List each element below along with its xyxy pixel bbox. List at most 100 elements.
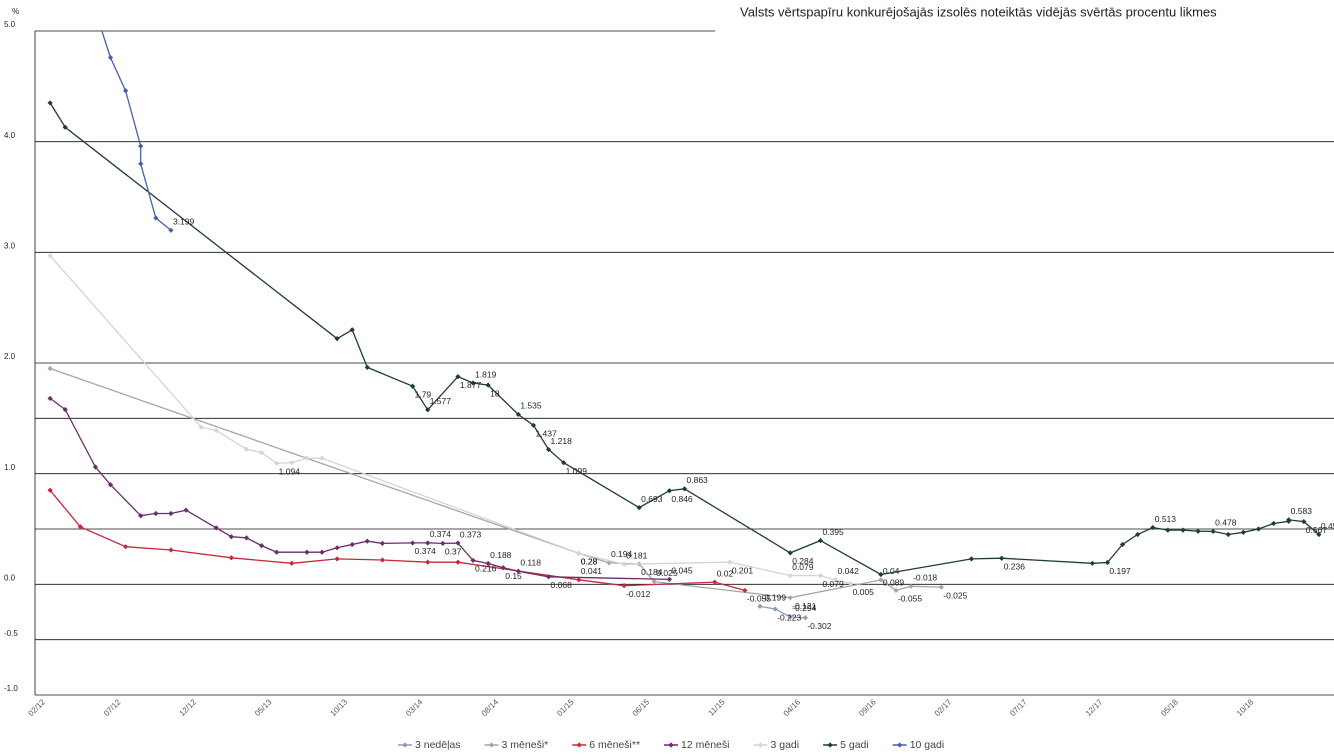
legend-marker	[402, 742, 408, 748]
point	[425, 559, 431, 565]
legend-marker	[897, 742, 903, 748]
legend-item: 3 gadi	[753, 739, 799, 751]
point	[545, 574, 552, 580]
value-label: 0.28	[581, 557, 598, 567]
point	[153, 510, 159, 517]
value-labels: -0.199-0.223-0.294-0.3020.280.1940.1840.…	[173, 217, 1334, 631]
point	[636, 505, 642, 511]
point	[274, 549, 280, 555]
point	[168, 510, 174, 517]
value-label: 0.04	[883, 566, 900, 576]
point	[228, 555, 234, 561]
point	[1255, 526, 1262, 532]
x-tick-label: 05/13	[253, 697, 274, 718]
point	[1316, 531, 1322, 538]
value-label: -0.055	[898, 594, 922, 604]
value-label: 0.28	[581, 557, 598, 567]
point	[938, 584, 944, 590]
value-label: -0.199	[762, 593, 786, 603]
grid: 5.0 4.0 3.0 2.0 1.0 0.0 -0.5 -1.0	[4, 20, 1334, 696]
point	[908, 583, 914, 589]
value-label: 1.094	[279, 467, 301, 477]
value-label: 0.693	[641, 494, 663, 504]
point	[334, 336, 340, 342]
value-label: 0.374	[430, 529, 452, 539]
x-ticks: 02/12 07/12 12/12 05/13 10/13 03/14 08/14 01/15…	[26, 697, 1255, 718]
point	[576, 550, 582, 556]
point	[440, 540, 446, 546]
value-label: -0.025	[943, 590, 967, 600]
point	[243, 535, 250, 541]
point	[1104, 559, 1111, 566]
point	[515, 411, 521, 418]
legend-label: 10 gadi	[910, 739, 944, 751]
value-label: 0.079	[822, 579, 844, 589]
point	[334, 545, 340, 551]
x-tick-label: 08/14	[480, 697, 501, 718]
point	[681, 486, 688, 492]
value-label: 0.216	[475, 564, 497, 574]
legend-label: 12 mēneši	[681, 739, 729, 751]
point	[138, 161, 144, 167]
point	[258, 543, 265, 549]
y-tick-label: 0.0	[4, 573, 16, 582]
point	[425, 540, 431, 546]
value-label: -0.302	[807, 621, 831, 631]
value-label: 0.846	[671, 494, 693, 504]
legend-marker	[827, 742, 833, 748]
point	[364, 364, 370, 371]
value-label: 1.819	[475, 369, 497, 379]
legend-item: 3 nedēļas	[398, 739, 461, 751]
y-tick-label: 4.0	[4, 131, 16, 140]
legend-label: 6 mēneši**	[589, 739, 640, 751]
value-label: 0.188	[490, 550, 512, 560]
x-tick-label: 07/17	[1008, 697, 1029, 718]
point	[1210, 528, 1216, 535]
point	[727, 559, 733, 565]
point	[123, 544, 129, 550]
point	[621, 561, 627, 567]
point	[1195, 528, 1201, 534]
value-label: 0.197	[1109, 566, 1131, 576]
point	[470, 557, 476, 564]
x-tick-label: 07/12	[102, 697, 123, 718]
legend-marker	[576, 742, 582, 748]
point	[832, 577, 839, 583]
value-label: 0.374	[415, 546, 437, 556]
y-tick-label: -1.0	[4, 684, 18, 693]
point	[787, 595, 793, 601]
point	[545, 446, 552, 453]
point	[848, 581, 854, 587]
legend: 3 nedēļas 3 mēneši* 6 mēneši** 12 mēneši 3 g…	[398, 739, 944, 751]
value-label: 0.373	[460, 529, 482, 539]
point	[47, 395, 53, 402]
point	[410, 383, 416, 389]
value-label: 0.15	[505, 571, 522, 581]
point	[213, 525, 219, 531]
point	[349, 327, 355, 333]
x-tick-label: 09/16	[857, 697, 878, 718]
value-label: -0.018	[913, 573, 937, 583]
y-tick-label: 1.0	[4, 463, 16, 472]
value-label: 0.089	[883, 578, 905, 588]
point	[153, 215, 159, 221]
value-label: -0.012	[626, 589, 650, 599]
value-label: 0.068	[551, 580, 573, 590]
point	[92, 464, 99, 470]
chart-title: Valsts vērtspapīru konkurējošajās izsolē…	[740, 4, 1217, 19]
legend-label: 3 gadi	[770, 739, 799, 751]
point	[485, 382, 491, 388]
x-tick-label: 10/18	[1235, 697, 1256, 718]
value-label: 0.045	[671, 566, 693, 576]
value-label: 0.236	[1004, 561, 1026, 571]
point	[62, 406, 68, 413]
value-label: 0.041	[581, 566, 603, 576]
legend-label: 3 mēneši*	[502, 739, 549, 751]
value-label: 18	[490, 388, 500, 398]
point	[802, 615, 808, 621]
y-tick-label: -0.5	[4, 629, 18, 638]
value-label: 0.37	[445, 547, 462, 557]
point	[772, 606, 778, 612]
legend-item: 6 mēneši**	[572, 739, 640, 751]
